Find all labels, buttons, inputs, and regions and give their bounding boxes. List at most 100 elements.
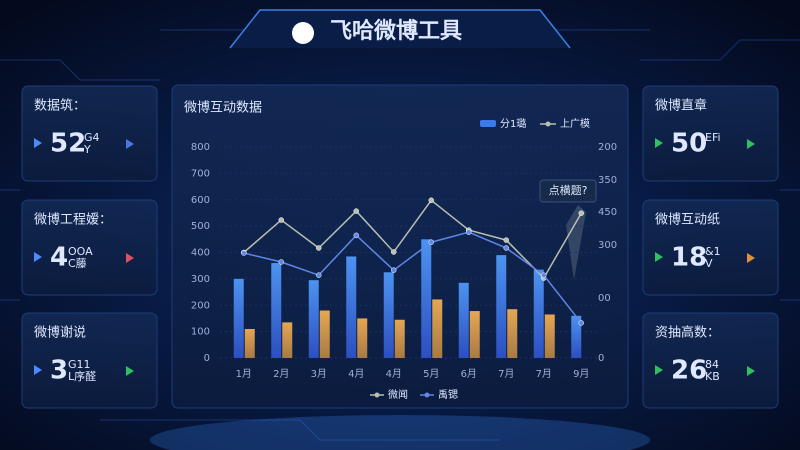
x-tick-label: 4月 xyxy=(348,368,364,380)
card-unit: EFi xyxy=(705,131,721,144)
y-tick-label: 200 xyxy=(191,300,210,311)
x-tick-label: 1月 xyxy=(236,368,252,380)
y-tick-label: 400 xyxy=(191,248,210,259)
y-tick-label: 600 xyxy=(191,195,210,206)
x-tick-label: 9月 xyxy=(573,368,589,380)
status-icon xyxy=(126,139,134,149)
logo xyxy=(292,22,314,44)
card-value: 50 xyxy=(671,129,707,159)
line-point xyxy=(541,272,547,278)
title: 飞哈微博工具 xyxy=(330,18,462,44)
legend-dot xyxy=(374,392,380,398)
line-point xyxy=(353,208,359,214)
x-tick-label: 5月 xyxy=(423,368,439,380)
bar xyxy=(394,319,405,358)
y2-tick-label: 0 xyxy=(598,353,604,364)
stat-card xyxy=(21,312,158,409)
legend-swatch xyxy=(480,120,496,127)
line-point xyxy=(428,197,434,204)
card-label: 微博直章 xyxy=(655,98,707,114)
arrow-icon xyxy=(34,138,42,148)
legend-label: 微闻 xyxy=(388,388,408,401)
card-unit: 84 xyxy=(705,358,719,371)
bar xyxy=(496,255,507,358)
line-point xyxy=(278,217,284,223)
y-tick-label: 0 xyxy=(204,353,210,364)
y2-tick-label: 300 xyxy=(598,240,617,251)
card-unit: G4 xyxy=(84,131,100,144)
bar xyxy=(319,310,330,358)
title-banner xyxy=(229,9,571,49)
card-value: 18 xyxy=(671,243,707,273)
status-icon xyxy=(747,366,755,376)
line-point xyxy=(503,237,509,243)
bar xyxy=(357,318,368,358)
line-point xyxy=(578,210,584,216)
line-point xyxy=(316,272,322,278)
card-label: 资抽高数： xyxy=(655,325,720,341)
line-point xyxy=(241,250,247,256)
arrow-icon xyxy=(34,365,42,375)
circuit-lines xyxy=(0,29,800,441)
status-icon xyxy=(126,253,134,263)
chart-title: 微博互动数据 xyxy=(184,101,262,116)
y-tick-label: 300 xyxy=(191,274,210,285)
card-value: 4 xyxy=(50,243,68,273)
bar xyxy=(282,322,293,358)
bar xyxy=(346,256,357,358)
annotation-box xyxy=(539,179,597,203)
x-tick-label: 4月 xyxy=(386,368,402,380)
card-unit: L序醛 xyxy=(68,369,96,383)
bar xyxy=(571,315,582,358)
line-point xyxy=(316,245,322,251)
line-point xyxy=(391,267,397,273)
stat-card xyxy=(21,199,158,296)
legend-label: 禹锶 xyxy=(438,388,458,401)
line-point xyxy=(503,245,509,251)
card-value: 52 xyxy=(50,129,86,159)
card-unit: Y xyxy=(83,143,91,156)
card-unit: &1 xyxy=(705,245,721,258)
bar xyxy=(507,309,518,358)
stat-card xyxy=(642,85,779,182)
arrow-icon xyxy=(655,365,663,375)
bar xyxy=(271,263,282,358)
arrow-icon xyxy=(34,252,42,262)
card-unit: OOA xyxy=(68,245,93,258)
y-tick-label: 100 xyxy=(191,327,210,338)
card-label: 微博互动纸 xyxy=(655,213,720,228)
y-tick-label: 500 xyxy=(191,221,210,232)
card-unit: G11 xyxy=(68,358,91,371)
line-point xyxy=(578,320,584,326)
legend-label: 上广模 xyxy=(560,118,590,130)
status-icon xyxy=(747,139,755,149)
line xyxy=(243,231,582,324)
card-label: 数据筑： xyxy=(34,98,86,114)
line-point xyxy=(428,239,434,245)
x-tick-label: 7月 xyxy=(536,368,552,380)
bar xyxy=(469,311,480,358)
bar xyxy=(533,269,544,358)
arrow-icon xyxy=(655,138,663,148)
line-point xyxy=(466,229,472,235)
bar xyxy=(233,278,244,358)
x-tick-label: 2月 xyxy=(273,368,289,380)
stat-card xyxy=(21,85,158,182)
card-unit: V xyxy=(705,257,713,270)
status-icon xyxy=(126,366,134,376)
legend-dot xyxy=(545,121,551,127)
status-icon xyxy=(747,253,755,263)
x-tick-label: 3月 xyxy=(311,368,327,380)
glow xyxy=(150,415,650,450)
bar xyxy=(421,239,432,358)
bar xyxy=(308,280,319,358)
chart-panel xyxy=(171,84,629,409)
y-tick-label: 800 xyxy=(191,142,210,153)
highlight xyxy=(566,205,586,280)
bar xyxy=(432,299,443,358)
bar xyxy=(544,314,555,358)
line-point xyxy=(278,259,284,265)
bar xyxy=(383,272,394,358)
arrow-icon xyxy=(655,252,663,262)
